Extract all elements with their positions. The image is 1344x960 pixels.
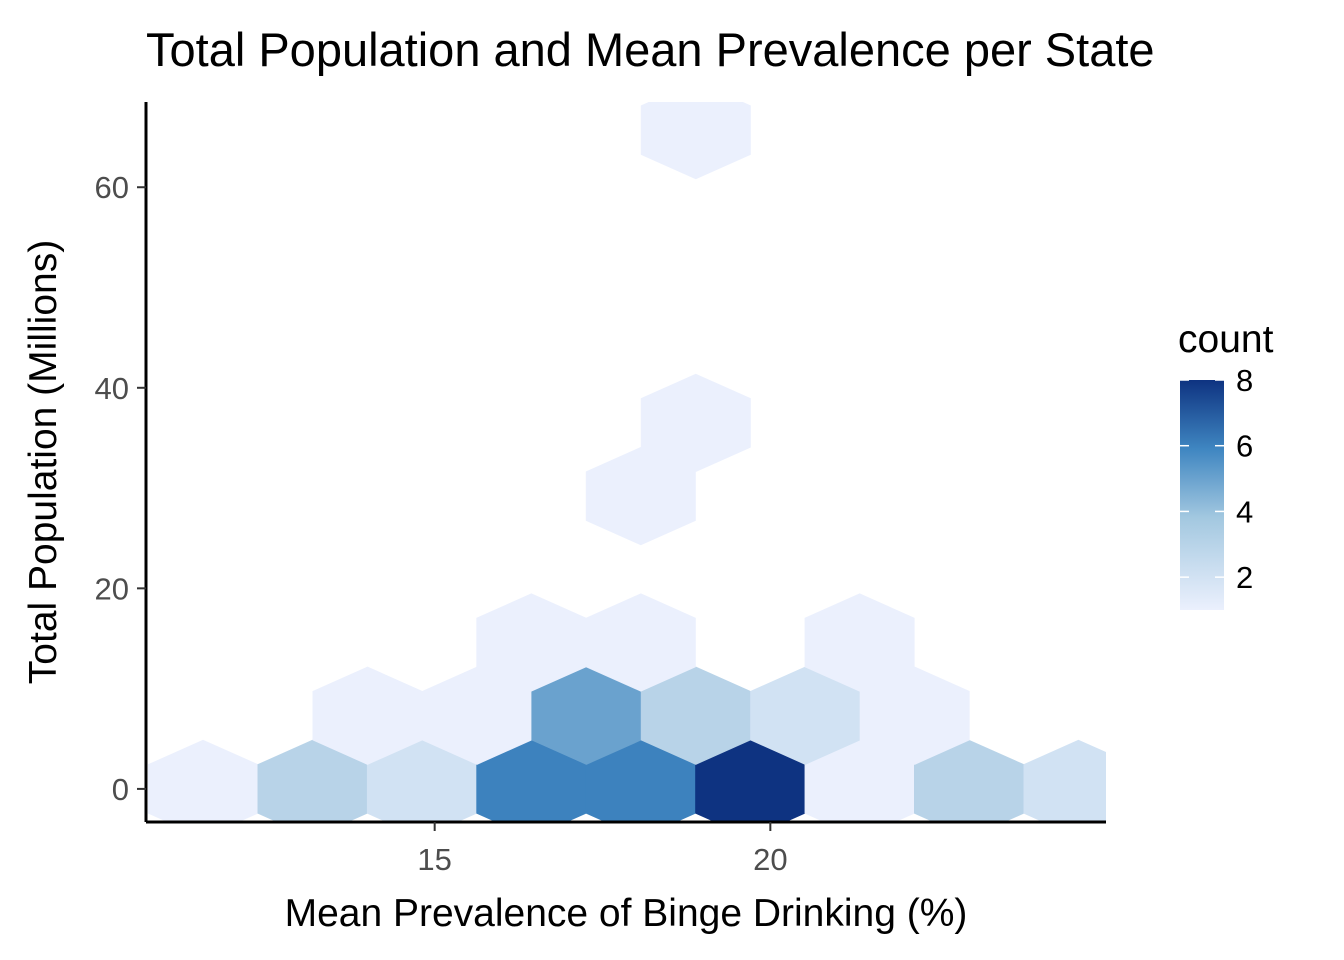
axis-ticks: 0 20 40 60 15 20 bbox=[95, 170, 788, 877]
hex-bin-20 bbox=[640, 102, 751, 180]
y-tick-label-60: 60 bbox=[95, 170, 129, 205]
legend-colorbar bbox=[1180, 380, 1224, 610]
x-tick-label-15: 15 bbox=[417, 842, 451, 877]
x-tick-label-20: 20 bbox=[753, 842, 787, 877]
y-tick-label-0: 0 bbox=[112, 772, 129, 807]
chart-title: Total Population and Mean Prevalence per… bbox=[146, 23, 1155, 76]
legend: count 2 4 6 8 bbox=[1178, 318, 1274, 610]
hex-bin-8 bbox=[1023, 739, 1106, 822]
y-axis-title: Total Population (Millions) bbox=[22, 240, 65, 684]
legend-label-6: 6 bbox=[1236, 429, 1253, 464]
x-axis-title: Mean Prevalence of Binge Drinking (%) bbox=[285, 892, 968, 935]
hex-bin-19 bbox=[640, 373, 751, 473]
legend-label-8: 8 bbox=[1236, 363, 1253, 398]
hex-bin-17 bbox=[804, 593, 915, 692]
hexbin-layer bbox=[148, 102, 1106, 822]
legend-title: count bbox=[1178, 318, 1274, 361]
hex-bin-16 bbox=[585, 593, 696, 692]
legend-ticks: 2 4 6 8 bbox=[1180, 363, 1253, 595]
y-tick-label-40: 40 bbox=[95, 371, 129, 406]
y-tick-label-20: 20 bbox=[95, 571, 129, 606]
legend-label-2: 2 bbox=[1236, 560, 1253, 595]
legend-label-4: 4 bbox=[1236, 494, 1253, 529]
